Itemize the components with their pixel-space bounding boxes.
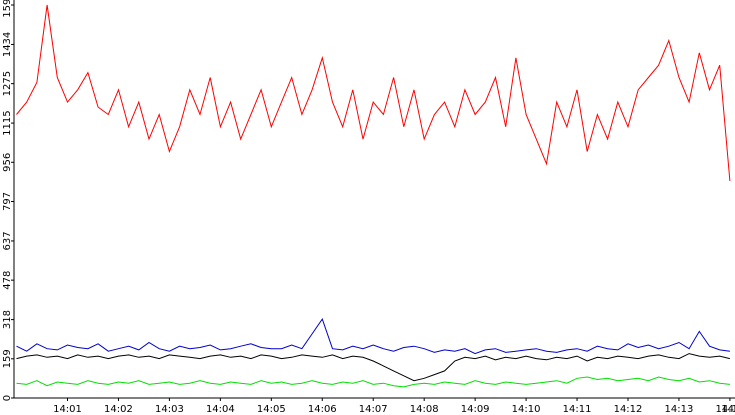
y-tick-label: 1434 [2, 32, 13, 57]
x-tick-label: 14:09 [461, 404, 490, 415]
x-tick-label: 14:14 [715, 404, 735, 415]
series-line [16, 4, 731, 182]
series-line [16, 318, 730, 355]
y-tick-label: 1275 [2, 71, 13, 96]
x-tick-label: 14:03 [155, 404, 184, 415]
series-line [16, 376, 730, 388]
y-tick-label: 637 [2, 231, 13, 250]
y-tick-label: 956 [2, 153, 13, 172]
x-tick-label: 14:07 [359, 404, 388, 415]
x-tick-label: 14:02 [104, 404, 133, 415]
x-tick-label: 14:06 [308, 404, 337, 415]
series-line [16, 353, 731, 382]
y-tick-label: 797 [2, 192, 13, 211]
y-tick-label: 1115 [2, 110, 13, 135]
x-tick-label: 14:04 [206, 404, 235, 415]
x-tick-label: 14 [721, 404, 734, 415]
x-tick-label: 14:12 [614, 404, 643, 415]
y-tick-label: 159 [2, 349, 13, 368]
x-tick-label: 14:10 [512, 404, 541, 415]
y-tick-label: 0 [2, 395, 13, 401]
x-tick-label: 14:01 [53, 404, 82, 415]
y-tick-label: 318 [2, 310, 13, 329]
y-tick-label: 1594 [2, 0, 13, 18]
y-tick-label: 478 [2, 271, 13, 290]
x-tick-label: 14:11 [563, 404, 592, 415]
x-tick-label: 14:13 [665, 404, 694, 415]
x-tick-label: 14:05 [257, 404, 286, 415]
x-tick-label: 14:08 [410, 404, 439, 415]
